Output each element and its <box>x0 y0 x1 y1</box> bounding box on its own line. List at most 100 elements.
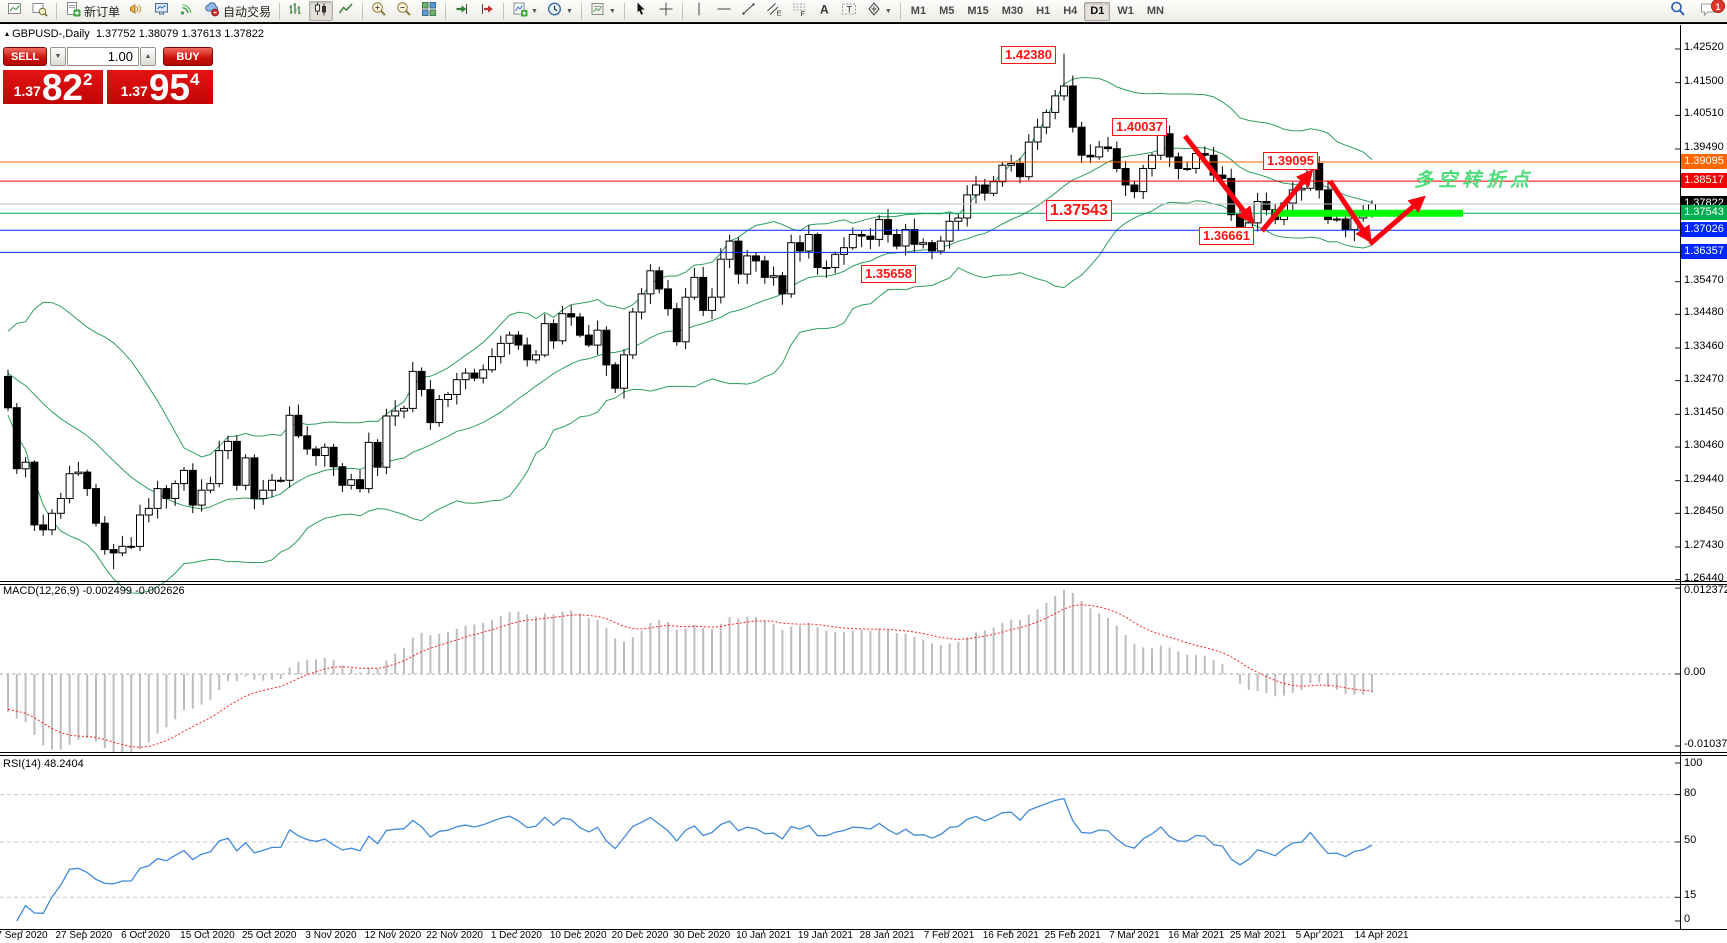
add-indicator-button[interactable]: ▼ <box>508 1 542 21</box>
shapes-icon <box>866 1 882 22</box>
timeframe-h4[interactable]: H4 <box>1063 5 1078 17</box>
new-order-button[interactable]: 新订单 <box>61 1 124 21</box>
separator <box>279 2 281 20</box>
line-chart-button[interactable] <box>334 1 358 21</box>
autotrade-button[interactable]: 自动交易 <box>200 1 275 21</box>
chart-search-icon-icon <box>32 1 48 22</box>
separator <box>445 2 447 20</box>
text-button[interactable]: A <box>812 1 836 21</box>
tile-windows-button[interactable] <box>417 1 441 21</box>
level-lines <box>0 161 1680 253</box>
chart-window-icon[interactable] <box>3 1 27 21</box>
separator <box>362 2 364 20</box>
channel-icon: E <box>766 1 782 22</box>
alerts-horn-icon[interactable] <box>125 1 149 21</box>
shapes-button[interactable]: ▼ <box>862 1 896 21</box>
notifications-button[interactable]: 1 <box>1696 0 1725 21</box>
zoom-in-button[interactable] <box>367 1 391 21</box>
separator <box>681 2 683 20</box>
trendline-button[interactable] <box>737 1 761 21</box>
chart-search-icon[interactable] <box>28 1 52 21</box>
svg-text:F: F <box>800 9 805 17</box>
label-button[interactable]: T <box>837 1 861 21</box>
zoom-out-button[interactable] <box>392 1 416 21</box>
autotrade-button-label: 自动交易 <box>223 4 272 19</box>
market-watch-icon[interactable] <box>150 1 174 21</box>
new-order-button-label: 新订单 <box>84 4 121 19</box>
buy-price-big: 95 <box>148 66 190 108</box>
panel-borders <box>0 25 1727 933</box>
trendline-icon <box>741 1 757 22</box>
chart-canvas[interactable] <box>0 25 1727 943</box>
search-button[interactable] <box>1666 1 1690 21</box>
channel-button[interactable]: E <box>762 1 786 21</box>
timeframe-d1[interactable]: D1 <box>1084 1 1111 21</box>
volume-down-button[interactable]: ▼ <box>50 47 66 66</box>
svg-text:A: A <box>820 2 829 16</box>
zoom-out-icon <box>396 1 412 22</box>
separator <box>503 2 505 20</box>
tile-windows-icon <box>421 1 437 22</box>
sell-price-big: 82 <box>41 66 83 108</box>
sell-price-box[interactable]: 1.37 82 2 <box>3 66 103 108</box>
bar-chart-icon <box>288 1 304 22</box>
chevron-down-icon: ▼ <box>565 7 573 15</box>
volume-input[interactable] <box>67 47 139 66</box>
horizontal-line-icon <box>716 1 732 22</box>
chart-shift-button[interactable] <box>475 1 499 21</box>
timeframe-h1[interactable]: H1 <box>1036 5 1051 17</box>
chevron-down-icon: ▼ <box>884 7 892 15</box>
alerts-horn-icon-icon <box>129 1 145 22</box>
search-icon <box>1670 1 1686 22</box>
buy-price-pips: 4 <box>189 70 200 89</box>
timeframe-m15[interactable]: M15 <box>967 5 989 17</box>
separator <box>580 2 582 20</box>
signals-icon[interactable] <box>175 1 199 21</box>
macd-panel <box>0 589 1680 752</box>
vertical-line-button[interactable] <box>687 1 711 21</box>
periods-icon <box>547 1 563 22</box>
sell-button[interactable]: SELL <box>3 47 47 66</box>
sell-price-main: 1.37 <box>13 83 41 99</box>
candles <box>4 53 1376 570</box>
horizontal-line-button[interactable] <box>712 1 736 21</box>
svg-text:E: E <box>776 8 781 17</box>
rsi-panel <box>0 794 1680 922</box>
fibonacci-icon: F <box>791 1 807 22</box>
label-icon: T <box>841 1 857 22</box>
bar-chart-button[interactable] <box>284 1 308 21</box>
candlestick-button[interactable] <box>309 1 334 22</box>
autotrade-icon <box>204 1 220 22</box>
timeframe-w1[interactable]: W1 <box>1117 5 1134 17</box>
separator <box>899 2 901 20</box>
candlestick-icon <box>313 1 329 22</box>
chevron-down-icon: ▼ <box>608 7 616 15</box>
timeframe-m30[interactable]: M30 <box>1001 5 1024 17</box>
timeframe-m1[interactable]: M1 <box>910 5 927 17</box>
new-order-icon <box>65 1 81 22</box>
chevron-down-icon: ▼ <box>531 7 538 15</box>
svg-text:T: T <box>846 4 852 14</box>
buy-button[interactable]: BUY <box>163 47 213 66</box>
templates-button[interactable]: ▼ <box>586 1 620 21</box>
cursor-icon <box>633 1 649 22</box>
periods-button[interactable]: ▼ <box>543 1 577 21</box>
chart-window <box>0 23 1727 943</box>
buy-price-box[interactable]: 1.37 95 4 <box>107 66 213 108</box>
separator <box>623 2 625 20</box>
fibonacci-button[interactable]: F <box>787 1 811 21</box>
cursor-button[interactable] <box>629 1 653 21</box>
toolbar: 新订单 自动交易 ▼ ▼ ▼ E F A T ▼ M1 M5 M15 M30 H1 H4 D1 W1 MN 1 <box>0 0 1727 23</box>
templates-icon <box>590 1 606 22</box>
timeframe-mn[interactable]: MN <box>1146 5 1164 17</box>
chart-shift-icon <box>479 1 495 22</box>
text-icon: A <box>816 1 832 22</box>
auto-scroll-button[interactable] <box>450 1 474 21</box>
chart-window-icon-icon <box>7 1 23 22</box>
crosshair-button[interactable] <box>654 1 678 21</box>
volume-up-button[interactable]: ▲ <box>140 47 156 66</box>
timeframe-m5[interactable]: M5 <box>939 5 955 17</box>
add-indicator-icon <box>512 1 528 22</box>
zoom-in-icon <box>371 1 387 22</box>
